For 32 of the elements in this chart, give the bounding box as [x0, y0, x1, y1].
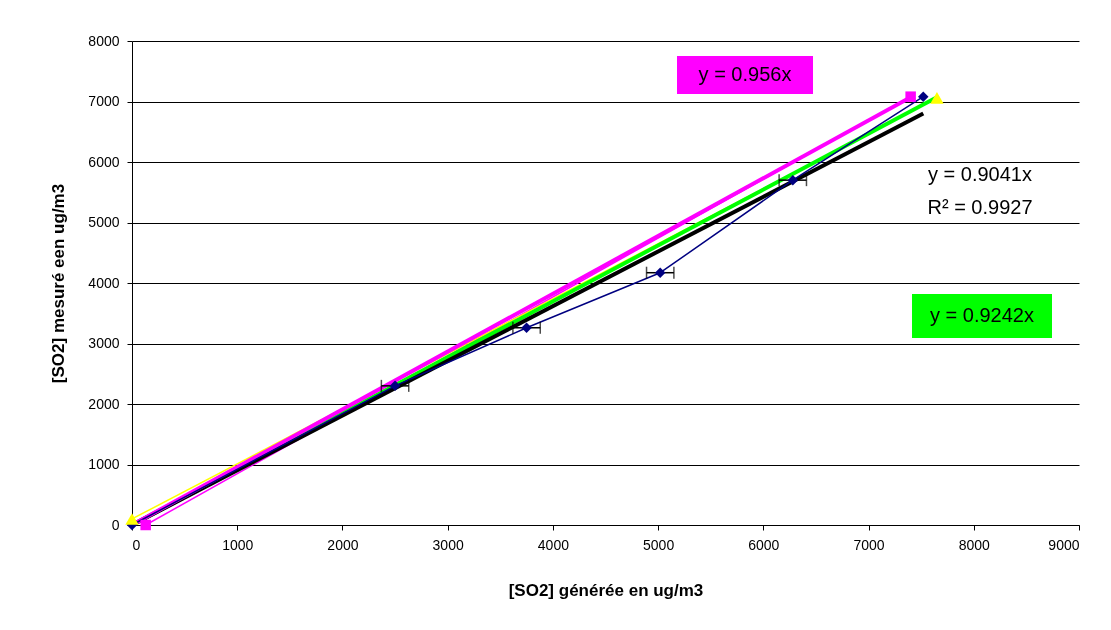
x-tick-label: 6000 [748, 536, 780, 553]
y-tick-label: 3000 [88, 335, 120, 351]
x-tick-label: 9000 [1048, 536, 1080, 553]
x-tick-label: 3000 [432, 536, 464, 553]
point [389, 380, 401, 392]
y-tick-label: 4000 [88, 274, 120, 291]
y-tick-label: 1000 [88, 456, 120, 472]
point [905, 91, 916, 102]
point [918, 91, 929, 102]
y-tick-label: 8000 [88, 32, 120, 49]
y-tick-label: 7000 [88, 93, 120, 109]
y-tick-label: 6000 [88, 153, 120, 170]
y-tick-label: 0 [111, 516, 120, 533]
x-tick-label: 7000 [853, 536, 885, 553]
point [787, 174, 799, 186]
x-tick-label: 4000 [537, 536, 570, 553]
x-tick-label: 1000 [222, 536, 254, 553]
x-tick-label: 8000 [958, 536, 991, 553]
y-tick-label: 5000 [88, 214, 120, 230]
x-axis-title: [SO2] générée en ug/m3 [508, 580, 704, 600]
x-tick-label: 2000 [327, 536, 359, 553]
x-tick-label: 0 [132, 536, 141, 553]
point [140, 519, 151, 531]
annotation: y = 0.9041x [928, 163, 1032, 185]
x-tick-label: 5000 [643, 536, 675, 553]
point [654, 267, 666, 278]
y-tick-label: 2000 [88, 395, 120, 412]
point [521, 322, 532, 334]
annotation: y = 0.9242x [930, 304, 1034, 326]
annotation: R² = 0.9927 [927, 196, 1033, 218]
y-axis-title: [SO2] mesuré een ug/m3 [49, 183, 69, 384]
annotation: y = 0.956x [698, 63, 792, 85]
